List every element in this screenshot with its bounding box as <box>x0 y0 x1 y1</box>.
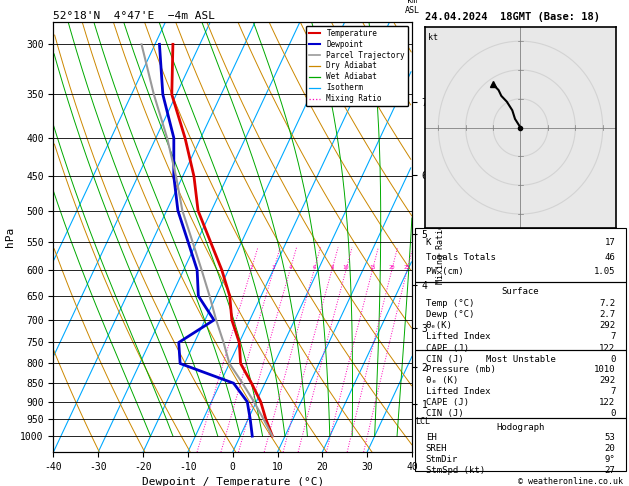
Text: 6: 6 <box>313 265 316 270</box>
Text: kt: kt <box>428 33 438 42</box>
Text: 53: 53 <box>604 433 615 442</box>
Text: Totals Totals: Totals Totals <box>426 253 496 262</box>
Text: CIN (J): CIN (J) <box>426 409 464 418</box>
Text: Dewp (°C): Dewp (°C) <box>426 310 474 319</box>
Text: © weatheronline.co.uk: © weatheronline.co.uk <box>518 477 623 486</box>
Text: EH: EH <box>426 433 437 442</box>
Text: 27: 27 <box>604 466 615 475</box>
Text: 46: 46 <box>604 253 615 262</box>
Text: 7.2: 7.2 <box>599 299 615 308</box>
Text: SREH: SREH <box>426 444 447 453</box>
Text: 122: 122 <box>599 398 615 407</box>
Text: Mixing Ratio (g/kg): Mixing Ratio (g/kg) <box>436 190 445 284</box>
Text: 25: 25 <box>404 265 410 270</box>
Text: 0: 0 <box>610 409 615 418</box>
Text: 0: 0 <box>610 355 615 364</box>
Text: K: K <box>426 238 431 247</box>
Text: θₑ (K): θₑ (K) <box>426 376 458 385</box>
Text: Lifted Index: Lifted Index <box>426 387 490 396</box>
Text: StmDir: StmDir <box>426 455 458 464</box>
Text: 1010: 1010 <box>594 364 615 374</box>
Text: 9°: 9° <box>604 455 615 464</box>
Text: CAPE (J): CAPE (J) <box>426 344 469 353</box>
Text: 4: 4 <box>289 265 292 270</box>
Text: 7: 7 <box>610 332 615 342</box>
Text: 292: 292 <box>599 376 615 385</box>
Bar <box>415 418 626 471</box>
Text: PW (cm): PW (cm) <box>426 267 464 277</box>
Text: 2.7: 2.7 <box>599 310 615 319</box>
Text: 15: 15 <box>369 265 376 270</box>
Text: CAPE (J): CAPE (J) <box>426 398 469 407</box>
Y-axis label: hPa: hPa <box>4 227 14 247</box>
Text: 20: 20 <box>389 265 395 270</box>
Text: Pressure (mb): Pressure (mb) <box>426 364 496 374</box>
Text: StmSpd (kt): StmSpd (kt) <box>426 466 485 475</box>
Text: 1.05: 1.05 <box>594 267 615 277</box>
Text: 52°18'N  4°47'E  −4m ASL: 52°18'N 4°47'E −4m ASL <box>53 11 216 21</box>
Text: θₑ(K): θₑ(K) <box>426 321 452 330</box>
X-axis label: Dewpoint / Temperature (°C): Dewpoint / Temperature (°C) <box>142 477 324 486</box>
Text: 3: 3 <box>272 265 275 270</box>
Text: 17: 17 <box>604 238 615 247</box>
Text: 10: 10 <box>343 265 349 270</box>
Bar <box>415 350 626 418</box>
Text: 292: 292 <box>599 321 615 330</box>
Text: Most Unstable: Most Unstable <box>486 355 555 364</box>
Text: LCL: LCL <box>416 417 431 426</box>
Text: 2: 2 <box>250 265 253 270</box>
Text: 8: 8 <box>330 265 333 270</box>
Text: 24.04.2024  18GMT (Base: 18): 24.04.2024 18GMT (Base: 18) <box>425 12 599 22</box>
Text: 20: 20 <box>604 444 615 453</box>
Legend: Temperature, Dewpoint, Parcel Trajectory, Dry Adiabat, Wet Adiabat, Isotherm, Mi: Temperature, Dewpoint, Parcel Trajectory… <box>306 26 408 106</box>
Text: CIN (J): CIN (J) <box>426 355 464 364</box>
Text: Lifted Index: Lifted Index <box>426 332 490 342</box>
Bar <box>415 228 626 282</box>
Bar <box>415 282 626 350</box>
Text: Surface: Surface <box>502 287 539 296</box>
Text: 7: 7 <box>610 387 615 396</box>
Text: Hodograph: Hodograph <box>496 423 545 432</box>
Text: 122: 122 <box>599 344 615 353</box>
Text: km
ASL: km ASL <box>404 0 420 16</box>
Text: Temp (°C): Temp (°C) <box>426 299 474 308</box>
